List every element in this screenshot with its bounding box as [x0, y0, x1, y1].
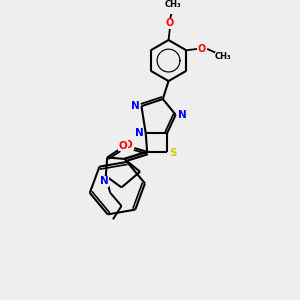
- Text: CH₃: CH₃: [165, 0, 182, 9]
- Text: CH₃: CH₃: [215, 52, 232, 61]
- Text: N: N: [178, 110, 186, 120]
- Text: O: O: [118, 140, 127, 151]
- Text: O: O: [166, 19, 174, 28]
- Text: S: S: [169, 148, 177, 158]
- Text: O: O: [198, 44, 206, 54]
- Text: N: N: [131, 101, 140, 111]
- Text: N: N: [100, 176, 109, 186]
- Text: N: N: [135, 128, 144, 138]
- Text: O: O: [124, 140, 132, 150]
